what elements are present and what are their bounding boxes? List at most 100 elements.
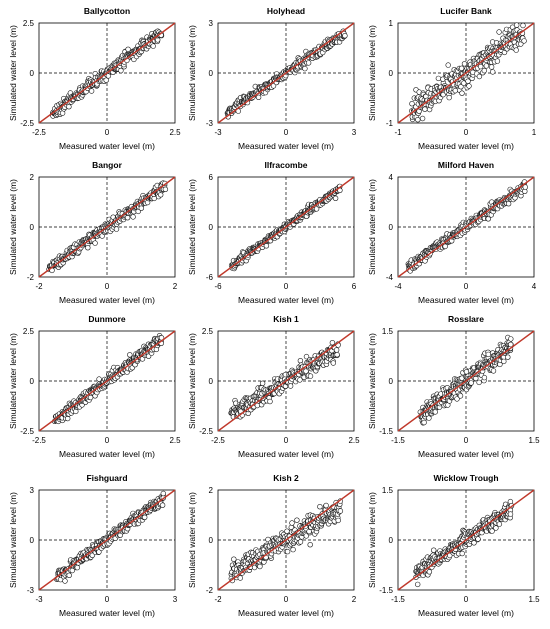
data-point: [432, 409, 438, 415]
data-point: [125, 46, 131, 52]
data-point: [522, 184, 528, 190]
data-point: [302, 65, 308, 72]
data-point: [124, 215, 131, 221]
x-axis-label: Measured water level (m): [59, 295, 155, 305]
y-tick-label: -1.5: [379, 586, 393, 595]
data-point: [445, 62, 451, 68]
data-point: [496, 521, 503, 527]
data-point: [454, 396, 460, 402]
x-axis-label: Measured water level (m): [238, 141, 334, 151]
panel-title: Milford Haven: [438, 160, 494, 170]
data-point: [303, 353, 310, 360]
y-axis-label: Simulated water level (m): [8, 179, 18, 275]
one-to-one-line: [397, 22, 535, 124]
y-axis-label: Simulated water level (m): [367, 333, 377, 429]
data-point: [426, 415, 432, 421]
y-tick-label: 3: [209, 19, 214, 28]
data-point: [92, 240, 98, 246]
panel-title: Bangor: [92, 160, 122, 170]
x-tick-label: 2.5: [169, 128, 181, 137]
data-point: [289, 520, 295, 526]
x-tick-label: -2: [35, 282, 43, 291]
x-axis-label: Measured water level (m): [59, 608, 155, 618]
y-tick-label: 6: [209, 173, 214, 182]
data-point: [494, 58, 501, 64]
data-point: [457, 393, 464, 399]
y-tick-label: -2.5: [199, 427, 213, 436]
data-point: [334, 352, 340, 358]
data-point: [162, 186, 169, 193]
data-point: [513, 47, 519, 53]
data-point: [313, 206, 320, 212]
data-point: [113, 226, 120, 232]
panel-title: Dunmore: [88, 314, 126, 324]
data-point: [335, 517, 341, 524]
x-tick-label: 6: [352, 282, 357, 291]
data-point: [459, 90, 465, 96]
scatter-panel-12: Wicklow Trough -1.5 0 1.5 -1.5 0 1.5 Measured w…: [367, 473, 540, 618]
x-tick-label: 0: [284, 128, 289, 137]
data-point: [481, 374, 488, 381]
data-point: [475, 536, 481, 542]
data-point: [284, 548, 291, 555]
data-point: [513, 22, 520, 28]
y-tick-label: 0: [209, 69, 214, 78]
data-point: [415, 581, 421, 588]
data-point: [461, 61, 468, 67]
y-tick-label: -2.5: [20, 427, 34, 436]
data-point: [435, 75, 442, 82]
one-to-one-line: [217, 176, 355, 278]
x-tick-label: 4: [532, 282, 537, 291]
y-tick-label: 0: [389, 69, 394, 78]
panel-title: Wicklow Trough: [433, 473, 498, 483]
scatter-panel-8: Kish 1 -2.5 0 2.5 -2.5 0 2.5 Measured water lev…: [187, 314, 360, 459]
data-point: [255, 94, 262, 101]
panel-title: Fishguard: [86, 473, 127, 483]
data-point: [307, 541, 313, 548]
x-axis-label: Measured water level (m): [418, 608, 514, 618]
one-to-one-line: [217, 22, 355, 124]
y-tick-label: 2.5: [23, 327, 35, 336]
y-axis-label: Simulated water level (m): [187, 25, 197, 121]
x-tick-label: -2.5: [32, 436, 46, 445]
data-point: [96, 549, 102, 555]
data-point: [237, 575, 244, 581]
x-axis-label: Measured water level (m): [59, 141, 155, 151]
data-point: [442, 243, 448, 250]
panel-title: Ballycotton: [84, 6, 130, 16]
x-tick-label: 1.5: [528, 436, 540, 445]
data-point: [342, 32, 348, 39]
scatter-panel-3: Lucifer Bank -1 0 1 -1 0 1 Measured water level…: [367, 6, 537, 151]
data-point: [446, 94, 452, 101]
panel-title: Rosslare: [448, 314, 484, 324]
x-tick-label: -2: [214, 595, 222, 604]
y-tick-label: 2: [209, 486, 214, 495]
x-tick-label: 3: [352, 128, 357, 137]
y-tick-label: -2: [206, 586, 214, 595]
panel-title: Holyhead: [267, 6, 305, 16]
x-axis-label: Measured water level (m): [418, 295, 514, 305]
data-point: [307, 373, 314, 379]
y-tick-label: 0: [30, 377, 35, 386]
panel-title: Kish 1: [273, 314, 299, 324]
data-point: [150, 43, 156, 49]
data-point: [476, 73, 483, 80]
x-tick-label: 2: [352, 595, 357, 604]
y-tick-label: -3: [206, 119, 214, 128]
data-point: [421, 419, 427, 426]
data-point: [520, 22, 526, 29]
data-point: [267, 398, 273, 405]
x-axis-label: Measured water level (m): [238, 295, 334, 305]
x-tick-label: 0: [284, 436, 289, 445]
x-tick-label: 0: [105, 595, 110, 604]
data-point: [459, 550, 465, 557]
data-point: [257, 563, 263, 570]
data-point: [426, 569, 433, 575]
scatter-points: [417, 334, 514, 426]
one-to-one-line: [397, 489, 535, 591]
y-tick-label: 0: [30, 536, 35, 545]
x-tick-label: 0: [105, 436, 110, 445]
data-point: [468, 380, 474, 386]
y-tick-label: 0: [30, 223, 35, 232]
x-tick-label: -6: [214, 282, 222, 291]
